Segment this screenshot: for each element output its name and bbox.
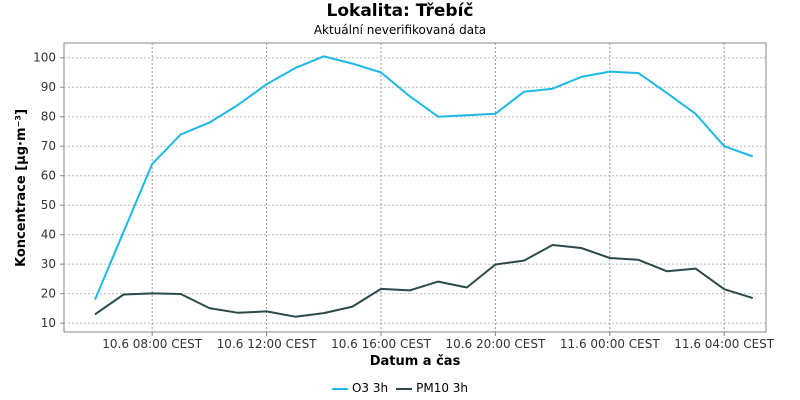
legend-swatch — [396, 387, 413, 390]
y-tick-label: 60 — [41, 169, 56, 183]
x-axis-ticks: 10.6 08:00 CEST 10.6 12:00 CEST 10.6 16:00… — [102, 332, 775, 351]
grid-lines — [64, 43, 766, 332]
y-tick-label: 40 — [41, 228, 56, 242]
series-line-o3-3h — [94, 55, 754, 300]
legend: O3 3h PM10 3h — [0, 381, 800, 395]
x-tick-label: 10.6 12:00 CEST — [217, 337, 318, 351]
y-tick-label: 30 — [41, 257, 56, 271]
y-tick-label: 10 — [41, 316, 56, 330]
y-tick-label: 50 — [41, 198, 56, 212]
y-tick-label: 80 — [41, 110, 56, 124]
y-axis-label: Koncentrace [µg·m⁻³] — [14, 109, 29, 267]
x-tick-label: 10.6 16:00 CEST — [331, 337, 432, 351]
chart-title: Lokalita: Třebíč — [326, 1, 474, 21]
x-axis-label: Datum a čas — [370, 354, 461, 369]
legend-item: O3 3h — [331, 381, 389, 395]
legend-label: O3 3h — [351, 381, 389, 395]
y-tick-label: 100 — [33, 51, 56, 65]
x-tick-label: 11.6 04:00 CEST — [674, 337, 775, 351]
x-tick-label: 11.6 00:00 CEST — [560, 337, 661, 351]
y-tick-label: 70 — [41, 139, 56, 153]
y-tick-label: 90 — [41, 80, 56, 94]
series-group — [94, 55, 754, 318]
chart-subtitle: Aktuální neverifikovaná data — [313, 23, 487, 37]
legend-swatch — [331, 387, 348, 390]
legend-item: PM10 3h — [396, 381, 468, 395]
plot-area — [63, 42, 767, 333]
y-axis-ticks: 10 20 30 40 50 60 70 80 90 100 — [33, 51, 64, 330]
y-tick-label: 20 — [41, 287, 56, 301]
x-tick-label: 10.6 20:00 CEST — [445, 337, 546, 351]
series-line-pm10-3h — [94, 244, 754, 318]
legend-label: PM10 3h — [416, 381, 469, 395]
x-tick-label: 10.6 08:00 CEST — [102, 337, 203, 351]
